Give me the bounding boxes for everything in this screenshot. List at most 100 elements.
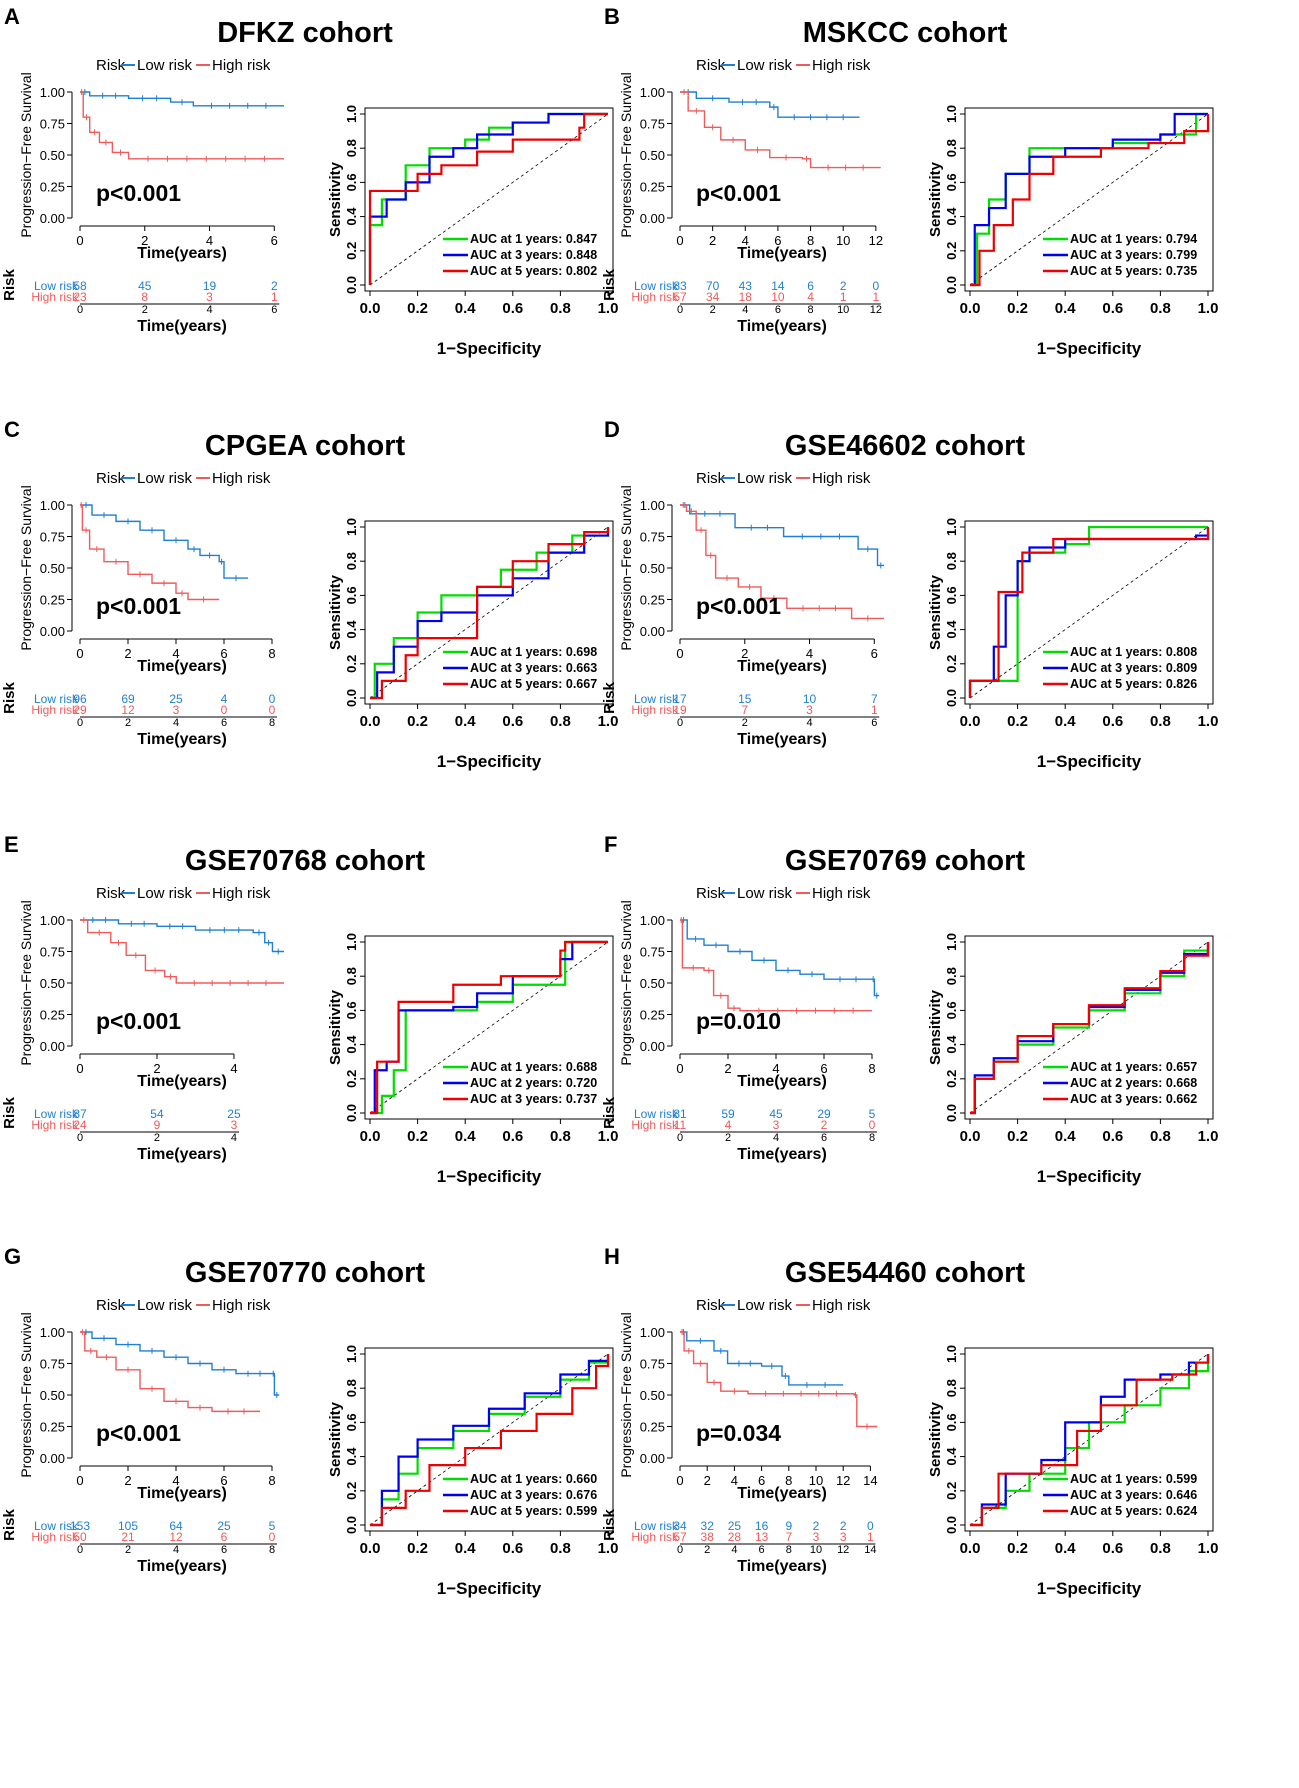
km-x-tick-label: 0	[676, 1061, 683, 1076]
risk-table-label: Risk	[601, 1097, 618, 1129]
km-x-tick-label: 2	[724, 1061, 731, 1076]
roc-x-tick-label: 0.4	[455, 1128, 477, 1145]
roc-legend-label: AUC at 3 years: 0.737	[470, 1092, 597, 1106]
risk-table-low-count: 96	[73, 692, 87, 706]
roc-y-label: Sensitivity	[327, 161, 344, 237]
km-y-tick-label: 0.50	[40, 976, 65, 991]
risk-table-high-count: 28	[728, 1530, 742, 1544]
risk-table-x-label: Time(years)	[137, 731, 227, 748]
km-legend-title: Risk	[96, 885, 126, 902]
roc-x-tick-label: 0.2	[407, 1540, 428, 1557]
km-y-tick-label: 0.50	[640, 1388, 665, 1403]
km-x-tick-label: 4	[742, 233, 749, 248]
risk-table-low-count: 16	[755, 1519, 769, 1533]
risk-table-x-label: Time(years)	[737, 1146, 827, 1163]
risk-table-low-count: 64	[169, 1519, 183, 1533]
roc-frame	[364, 1347, 614, 1532]
roc-curve-2	[968, 527, 1210, 698]
roc-y-tick-label: 0.6	[944, 173, 959, 191]
risk-table-x-label: Time(years)	[737, 318, 827, 335]
risk-table-label: Risk	[1, 1509, 18, 1541]
risk-table-time-label: 0	[677, 717, 683, 729]
roc-y-tick-label: 0.4	[944, 1447, 959, 1466]
km-x-tick-label: 6	[820, 1061, 827, 1076]
roc-x-tick-label: 0.0	[960, 1540, 981, 1557]
risk-table-time-label: 0	[677, 304, 683, 316]
roc-x-tick-label: 0.4	[1055, 1128, 1077, 1145]
roc-x-tick-label: 0.4	[455, 713, 477, 730]
roc-x-tick-label: 0.6	[1102, 300, 1123, 317]
roc-x-tick-label: 0.0	[960, 300, 981, 317]
km-high-risk-curve	[80, 91, 284, 160]
risk-table-label: Risk	[1, 682, 18, 714]
risk-table-high-count: 2	[821, 1118, 828, 1132]
roc-y-tick-label: 0.8	[344, 552, 359, 570]
roc-y-label: Sensitivity	[927, 161, 944, 237]
risk-table-time-label: 0	[77, 717, 83, 729]
roc-y-tick-label: 0.8	[944, 1379, 959, 1397]
roc-legend-label: AUC at 1 years: 0.794	[1070, 232, 1197, 246]
km-x-tick-label: 12	[869, 233, 883, 248]
roc-y-tick-label: 0.2	[344, 1070, 359, 1088]
risk-table-time-label: 0	[77, 304, 83, 316]
risk-table-low-count: 87	[73, 1107, 87, 1121]
km-high-risk-curve	[680, 1331, 878, 1428]
roc-x-tick-label: 0.4	[455, 1540, 477, 1557]
roc-legend-label: AUC at 3 years: 0.662	[1070, 1092, 1197, 1106]
km-pvalue: p=0.034	[696, 1420, 781, 1446]
risk-table-high-count: 6	[221, 1530, 228, 1544]
risk-table-low-label: Low risk	[34, 692, 79, 706]
risk-table-low-label: Low risk	[634, 1107, 679, 1121]
risk-table-low-count: 6	[807, 279, 814, 293]
km-x-label: Time(years)	[137, 245, 227, 262]
risk-table-low-count: 25	[217, 1519, 231, 1533]
roc-y-tick-label: 0.0	[944, 276, 959, 294]
roc-y-tick-label: 1.0	[344, 518, 359, 536]
roc-frame	[964, 107, 1214, 292]
risk-table-time-label: 0	[77, 1544, 83, 1556]
risk-table-low-count: 25	[227, 1107, 241, 1121]
km-x-label: Time(years)	[137, 1485, 227, 1502]
km-y-label: Progression−Free Survival	[618, 485, 634, 650]
panel-title: DFKZ cohort	[217, 17, 393, 49]
km-y-tick-label: 0.75	[40, 1357, 65, 1372]
risk-table-low-count: 59	[721, 1107, 735, 1121]
risk-table-low-count: 17	[673, 692, 687, 706]
km-y-tick-label: 0.00	[640, 1039, 665, 1054]
risk-table-time-label: 0	[77, 1132, 83, 1144]
panel-title: MSKCC cohort	[803, 17, 1008, 49]
km-low-risk-curve	[680, 1331, 844, 1386]
km-x-tick-label: 6	[871, 646, 878, 661]
roc-y-tick-label: 0.0	[944, 689, 959, 707]
risk-table-time-label: 8	[807, 304, 813, 316]
panel-title: GSE46602 cohort	[785, 430, 1025, 462]
risk-table-high-count: 3	[806, 703, 813, 717]
risk-table-time-label: 2	[725, 1132, 731, 1144]
km-x-label: Time(years)	[737, 245, 827, 262]
risk-table-low-count: 25	[728, 1519, 742, 1533]
km-x-label: Time(years)	[737, 1485, 827, 1502]
roc-legend-label: AUC at 5 years: 0.599	[470, 1504, 597, 1518]
km-legend-title: Risk	[696, 57, 726, 74]
roc-x-tick-label: 1.0	[1198, 300, 1219, 317]
roc-x-tick-label: 1.0	[598, 1540, 619, 1557]
risk-table-high-count: 1	[271, 290, 278, 304]
roc-y-tick-label: 0.4	[944, 207, 959, 226]
risk-table-x-label: Time(years)	[737, 731, 827, 748]
km-x-tick-label: 2	[153, 1061, 160, 1076]
panel-letter: H	[604, 1244, 620, 1269]
km-legend-low-label: Low risk	[137, 57, 193, 74]
roc-x-tick-label: 0.2	[1007, 1128, 1028, 1145]
panel-letter: B	[604, 4, 620, 29]
km-low-risk-curve	[680, 91, 860, 118]
km-y-label: Progression−Free Survival	[18, 72, 34, 237]
roc-y-tick-label: 0.2	[944, 1482, 959, 1500]
risk-table-time-label: 10	[837, 304, 849, 316]
km-x-tick-label: 6	[758, 1473, 765, 1488]
roc-diagonal	[969, 113, 1209, 286]
roc-diagonal	[369, 941, 609, 1114]
risk-table-high-count: 21	[121, 1530, 135, 1544]
roc-x-label: 1−Specificity	[1037, 1579, 1142, 1598]
